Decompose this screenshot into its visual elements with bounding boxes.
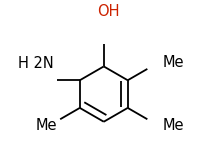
Text: H 2N: H 2N	[18, 56, 54, 71]
Text: Me: Me	[36, 118, 57, 133]
Text: Me: Me	[163, 118, 184, 133]
Text: Me: Me	[163, 55, 184, 70]
Text: OH: OH	[97, 4, 120, 19]
